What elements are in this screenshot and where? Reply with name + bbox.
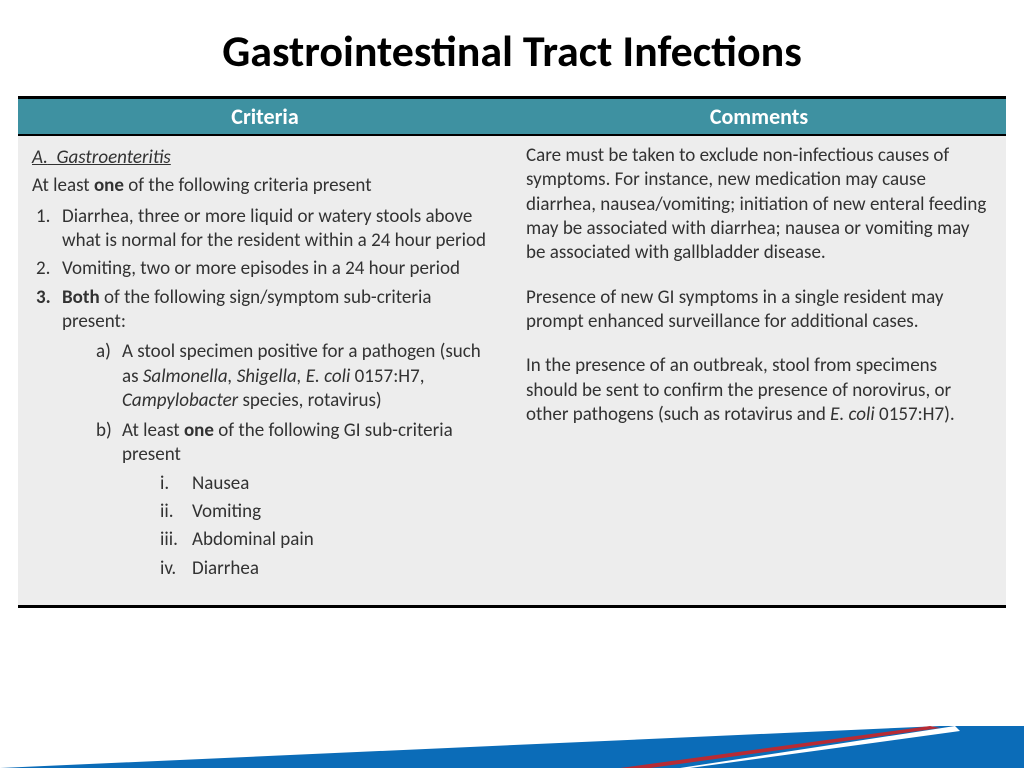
item-text-after: of the following sign/symptom sub-criter… [62,286,431,333]
sub-criteria-b: b) At least one of the following GI sub-… [92,419,498,585]
item-marker: 1. [32,205,62,254]
item-bold-lead: Both [62,286,100,309]
roman-text: Nausea [192,472,498,496]
roman-item-3: iii.Abdominal pain [156,528,498,552]
criteria-item-2: 2. Vomiting, two or more episodes in a 2… [32,257,498,281]
item-marker: 2. [32,257,62,281]
item-text: Diarrhea, three or more liquid or watery… [62,205,498,254]
sub-b-bold: one [184,419,214,442]
item-text: Both of the following sign/symptom sub-c… [62,286,498,591]
lead-post: of the following criteria present [124,174,372,197]
criteria-list: 1. Diarrhea, three or more liquid or wat… [32,205,498,591]
comments-p1: Care must be taken to exclude non-infect… [526,144,992,266]
p3-post: 0157:H7). [875,403,955,426]
sub-a-mid: 0157:H7, [350,365,424,388]
comments-p2: Presence of new GI symptoms in a single … [526,286,992,335]
item-marker: 3. [32,286,62,591]
roman-text: Diarrhea [192,557,498,581]
table-header-row: Criteria Comments [18,99,1006,136]
sub-text: At least one of the following GI sub-cri… [122,419,498,585]
criteria-lead: At least one of the following criteria p… [32,174,498,198]
col-header-comments: Comments [512,99,1006,134]
slide-title: Gastrointestinal Tract Infections [0,0,1024,96]
roman-marker: iv. [156,557,192,581]
sub-criteria-a: a) A stool specimen positive for a patho… [92,340,498,413]
lead-pre: At least [32,174,94,197]
sub-a-ital: Salmonella, Shigella, E. coli [143,365,351,388]
roman-item-1: i.Nausea [156,472,498,496]
roman-marker: iii. [156,528,192,552]
section-label: Gastroenteritis [57,146,171,169]
lead-bold: one [94,174,124,197]
criteria-cell: A. Gastroenteritis At least one of the f… [18,136,512,605]
sub-a-post: species, rotavirus) [238,389,381,412]
p3-ital: E. coli [830,403,875,426]
item-text: Vomiting, two or more episodes in a 24 h… [62,257,498,281]
comments-cell: Care must be taken to exclude non-infect… [512,136,1006,605]
sub-criteria-list: a) A stool specimen positive for a patho… [92,340,498,585]
sub-a-ital2: Campylobacter [122,389,238,412]
section-marker: A. [32,146,48,169]
col-header-criteria: Criteria [18,99,512,134]
sub-b-pre: At least [122,419,184,442]
sub-marker: a) [92,340,122,413]
sub-marker: b) [92,419,122,585]
comments-p3: In the presence of an outbreak, stool fr… [526,354,992,427]
table-body-row: A. Gastroenteritis At least one of the f… [18,136,1006,605]
criteria-item-1: 1. Diarrhea, three or more liquid or wat… [32,205,498,254]
roman-text: Abdominal pain [192,528,498,552]
roman-item-4: iv.Diarrhea [156,557,498,581]
criteria-item-3: 3. Both of the following sign/symptom su… [32,286,498,591]
section-heading: A. Gastroenteritis [32,146,498,170]
criteria-table: Criteria Comments A. Gastroenteritis At … [18,96,1006,608]
roman-marker: i. [156,472,192,496]
sub-text: A stool specimen positive for a pathogen… [122,340,498,413]
roman-item-2: ii.Vomiting [156,500,498,524]
roman-list: i.Nausea ii.Vomiting iii.Abdominal pain … [156,472,498,581]
roman-text: Vomiting [192,500,498,524]
roman-marker: ii. [156,500,192,524]
footer-decoration [0,726,1024,768]
